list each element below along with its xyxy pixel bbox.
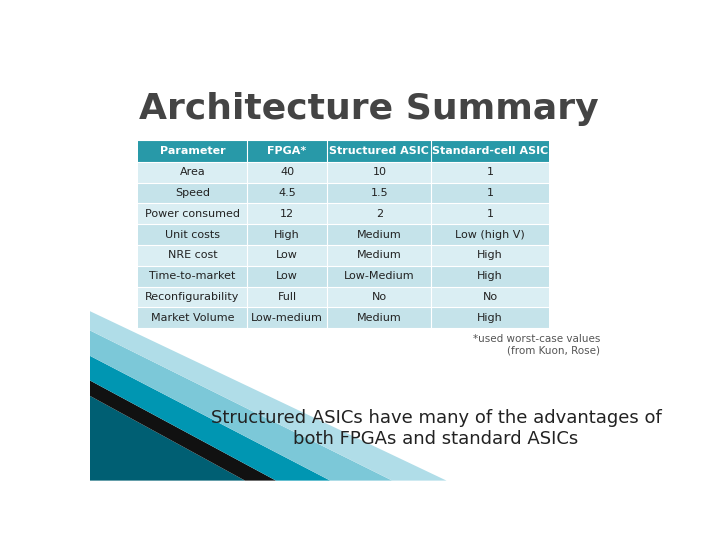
Polygon shape [90, 396, 245, 481]
Bar [246, 266, 328, 287]
Bar [431, 183, 549, 204]
Text: *used worst-case values
(from Kuon, Rose): *used worst-case values (from Kuon, Rose… [472, 334, 600, 356]
Text: 1: 1 [487, 209, 494, 219]
Text: 40: 40 [280, 167, 294, 177]
Text: Time-to-market: Time-to-market [149, 271, 235, 281]
Bar [138, 287, 246, 307]
Text: 10: 10 [372, 167, 387, 177]
Bar [431, 224, 549, 245]
Text: Unit costs: Unit costs [165, 230, 220, 240]
Text: 4.5: 4.5 [278, 188, 296, 198]
Text: Medium: Medium [357, 313, 402, 323]
Bar [431, 204, 549, 224]
Text: 2: 2 [376, 209, 383, 219]
Bar [328, 287, 431, 307]
Text: Parameter: Parameter [160, 146, 225, 156]
Text: Medium: Medium [357, 230, 402, 240]
Text: NRE cost: NRE cost [168, 251, 217, 260]
Text: High: High [477, 313, 503, 323]
Bar [138, 245, 246, 266]
Text: No: No [372, 292, 387, 302]
Text: High: High [274, 230, 300, 240]
Bar [328, 140, 431, 162]
Bar [246, 162, 328, 183]
Bar [138, 140, 246, 162]
Bar [431, 266, 549, 287]
Bar [431, 307, 549, 328]
Text: Structured ASIC: Structured ASIC [330, 146, 429, 156]
Text: 1: 1 [487, 188, 494, 198]
Bar [328, 266, 431, 287]
Bar [246, 245, 328, 266]
Bar [431, 287, 549, 307]
Text: Structured ASICs have many of the advantages of
both FPGAs and standard ASICs: Structured ASICs have many of the advant… [210, 409, 662, 448]
Bar [328, 307, 431, 328]
Text: Low-medium: Low-medium [251, 313, 323, 323]
Bar [138, 183, 246, 204]
Bar [431, 162, 549, 183]
Polygon shape [90, 356, 330, 481]
Text: Low: Low [276, 251, 298, 260]
Text: 1: 1 [487, 167, 494, 177]
Bar [328, 224, 431, 245]
Bar [328, 162, 431, 183]
Text: Standard-cell ASIC: Standard-cell ASIC [432, 146, 549, 156]
Text: Medium: Medium [357, 251, 402, 260]
Bar [138, 307, 246, 328]
Text: 12: 12 [280, 209, 294, 219]
Text: No: No [482, 292, 498, 302]
Text: FPGA*: FPGA* [267, 146, 307, 156]
Bar [431, 140, 549, 162]
Polygon shape [90, 311, 446, 481]
Text: Power consumed: Power consumed [145, 209, 240, 219]
Bar [138, 162, 246, 183]
Bar [431, 245, 549, 266]
Bar [246, 204, 328, 224]
Bar [246, 183, 328, 204]
Text: Low: Low [276, 271, 298, 281]
Text: Area: Area [179, 167, 205, 177]
Bar [328, 245, 431, 266]
Bar [246, 224, 328, 245]
Text: Low (high V): Low (high V) [455, 230, 525, 240]
Text: Speed: Speed [175, 188, 210, 198]
Bar [138, 266, 246, 287]
Text: High: High [477, 271, 503, 281]
Text: Reconfigurability: Reconfigurability [145, 292, 240, 302]
Text: Full: Full [277, 292, 297, 302]
Text: Low-Medium: Low-Medium [344, 271, 415, 281]
Bar [246, 287, 328, 307]
Polygon shape [90, 330, 392, 481]
Bar [246, 307, 328, 328]
Text: High: High [477, 251, 503, 260]
Bar [246, 140, 328, 162]
Text: 1.5: 1.5 [371, 188, 388, 198]
Text: Market Volume: Market Volume [150, 313, 234, 323]
Bar [138, 224, 246, 245]
Bar [328, 183, 431, 204]
Polygon shape [90, 381, 276, 481]
Bar [328, 204, 431, 224]
Bar [138, 204, 246, 224]
Text: Architecture Summary: Architecture Summary [139, 92, 599, 126]
